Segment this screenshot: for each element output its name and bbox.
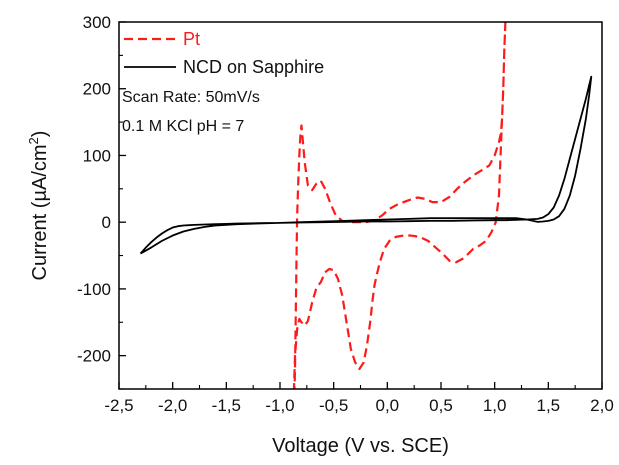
plot-frame xyxy=(118,21,603,390)
x-tick-label: 0,5 xyxy=(429,396,453,415)
x-tick-label: -2,0 xyxy=(158,396,187,415)
x-tick-label: 1,0 xyxy=(483,396,507,415)
legend: Pt NCD on Sapphire xyxy=(124,29,324,77)
x-tick-label: 1,5 xyxy=(537,396,561,415)
series-line-ncd-on-sapphire xyxy=(139,75,593,255)
y-tick-label: -100 xyxy=(77,280,111,299)
x-tick-label: -1,0 xyxy=(265,396,294,415)
annotation-scan-rate: Scan Rate: 50mV/s xyxy=(122,89,260,106)
x-tick-label: -1,5 xyxy=(212,396,241,415)
y-axis-title-main: Current (µA/cm xyxy=(29,144,51,280)
legend-label-ncd: NCD on Sapphire xyxy=(183,57,324,77)
x-tick-label: 0,0 xyxy=(376,396,400,415)
x-tick-label: -2,5 xyxy=(104,396,133,415)
y-tick-label: -200 xyxy=(77,347,111,366)
y-axis-title-superscript: 2 xyxy=(26,137,41,144)
x-tick-label: 2,0 xyxy=(590,396,614,415)
y-tick-label: 300 xyxy=(83,13,111,32)
x-tick-label: -0,5 xyxy=(319,396,348,415)
x-axis-ticks: -2,5 -2,0 -1,5 -1,0 -0,5 0,0 0,5 1,0 1,5 2,0 xyxy=(104,382,614,415)
y-axis-title-suffix: ) xyxy=(29,131,51,138)
y-axis-ticks: -200 -100 0 100 200 300 xyxy=(77,13,126,390)
y-tick-label: 200 xyxy=(83,80,111,99)
legend-label-pt: Pt xyxy=(183,29,200,49)
series-line-pt xyxy=(292,22,507,389)
y-tick-label: 100 xyxy=(83,146,111,165)
y-axis-title: Current (µA/cm2) xyxy=(26,131,51,281)
series-layer xyxy=(139,22,593,389)
y-tick-label: 0 xyxy=(102,213,111,232)
x-axis-title: Voltage (V vs. SCE) xyxy=(272,435,449,457)
annotation-electrolyte: 0.1 M KCl pH = 7 xyxy=(122,118,244,135)
